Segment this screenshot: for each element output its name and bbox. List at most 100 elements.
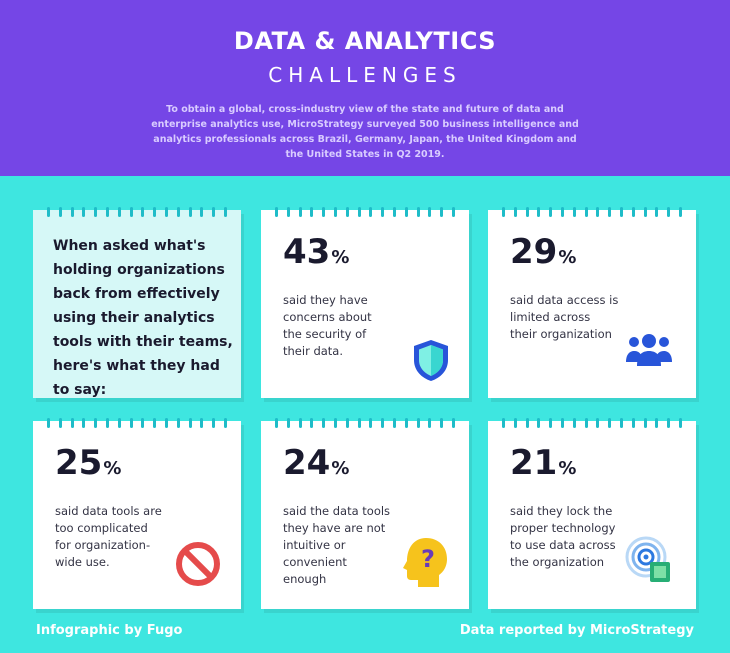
notepad-rings	[47, 418, 227, 430]
notepad-ring	[286, 207, 290, 217]
notepad-ring	[47, 418, 50, 428]
notepad-ring	[596, 418, 600, 428]
stat-percentage: 24%	[283, 443, 350, 483]
notepad-ring	[416, 418, 420, 428]
notepad-ring	[404, 418, 408, 428]
notepad-ring	[572, 418, 576, 428]
notepad-ring	[619, 418, 623, 428]
notepad-ring	[70, 207, 74, 217]
notepad-ring	[619, 207, 623, 217]
notepad-ring	[117, 207, 121, 217]
notepad-ring	[212, 207, 216, 217]
notepad-ring	[129, 207, 133, 217]
notepad-ring	[345, 418, 349, 428]
notepad-ring	[164, 207, 168, 217]
notepad-ring	[369, 418, 373, 428]
notepad-ring	[176, 207, 180, 217]
notepad-rings	[502, 418, 682, 430]
notepad-ring	[176, 418, 180, 428]
notepad-ring	[608, 207, 612, 217]
notepad-ring	[141, 207, 145, 217]
page-subtitle: CHALLENGES	[268, 63, 462, 87]
notepad-rings	[502, 207, 682, 219]
notepad-ring	[200, 418, 204, 428]
stat-percentage: 29%	[510, 232, 577, 272]
stat-description: said data tools are too complicated for …	[55, 504, 162, 569]
notepad-ring	[164, 418, 168, 428]
notepad-ring	[345, 207, 349, 217]
notepad-ring	[596, 207, 600, 217]
stat-percentage: 21%	[510, 443, 577, 483]
notepad-ring	[357, 418, 361, 428]
stat-description: said they have concerns about the securi…	[283, 293, 372, 358]
notepad-ring	[153, 207, 157, 217]
notepad-ring	[223, 207, 227, 217]
notepad-ring	[537, 207, 541, 217]
notepad-rings	[275, 207, 455, 219]
notepad-ring	[129, 418, 133, 428]
intro-paragraph: To obtain a global, cross-industry view …	[151, 104, 579, 160]
stat-card: 29% said data access is limited across t…	[488, 207, 696, 398]
notepad-ring	[631, 418, 635, 428]
notepad-ring	[188, 207, 192, 217]
users-icon	[625, 332, 673, 372]
stat-card: 43% said they have concerns about the se…	[261, 207, 469, 398]
notepad-ring	[428, 207, 432, 217]
notepad-ring	[275, 207, 278, 217]
notepad-ring	[381, 207, 385, 217]
notepad-ring	[58, 418, 62, 428]
notepad-ring	[416, 207, 420, 217]
notepad-ring	[392, 418, 396, 428]
notepad-ring	[678, 418, 682, 428]
stat-description: said data access is limited across their…	[510, 293, 619, 341]
notepad-ring	[322, 418, 326, 428]
notepad-ring	[404, 207, 408, 217]
notepad-ring	[549, 207, 553, 217]
notepad-ring	[357, 207, 361, 217]
notepad-ring	[513, 418, 517, 428]
notepad-ring	[141, 418, 145, 428]
notepad-ring	[369, 207, 373, 217]
signal-chip-icon	[624, 535, 676, 591]
notepad-ring	[513, 207, 517, 217]
notepad-ring	[381, 418, 385, 428]
header-banner: DATA & ANALYTICS CHALLENGES To obtain a …	[0, 0, 730, 176]
notepad-ring	[223, 418, 227, 428]
notepad-ring	[188, 418, 192, 428]
notepad-ring	[298, 418, 302, 428]
notepad-ring	[451, 207, 455, 217]
footer-credit-right: Data reported by MicroStrategy	[459, 623, 694, 638]
notepad-ring	[105, 207, 109, 217]
stat-percentage: 25%	[55, 443, 122, 483]
notepad-ring	[105, 418, 109, 428]
footer-credit-left: Infographic by Fugo	[36, 623, 183, 638]
notepad-ring	[47, 207, 50, 217]
notepad-ring	[678, 207, 682, 217]
notepad-ring	[212, 418, 216, 428]
notepad-ring	[153, 418, 157, 428]
notepad-ring	[537, 418, 541, 428]
notepad-ring	[333, 207, 337, 217]
notepad-ring	[298, 207, 302, 217]
notepad-ring	[667, 418, 671, 428]
lead-question-text: When asked what's holding organizations …	[53, 238, 233, 398]
prohibited-icon	[175, 541, 221, 591]
notepad-rings	[275, 418, 455, 430]
notepad-ring	[117, 418, 121, 428]
notepad-ring	[94, 418, 98, 428]
stat-card: 21% said they lock the proper technology…	[488, 418, 696, 609]
notepad-ring	[451, 418, 455, 428]
notepad-ring	[502, 418, 505, 428]
confused-head-icon: ?	[401, 535, 451, 593]
notepad-ring	[286, 418, 290, 428]
page-title: DATA & ANALYTICS	[233, 27, 497, 55]
notepad-ring	[584, 418, 588, 428]
notepad-ring	[608, 418, 612, 428]
notepad-ring	[310, 207, 314, 217]
notepad-ring	[58, 207, 62, 217]
notepad-ring	[643, 207, 647, 217]
notepad-ring	[333, 418, 337, 428]
notepad-ring	[667, 207, 671, 217]
stat-card: 24% said the data tools they have are no…	[261, 418, 469, 609]
shield-icon	[411, 338, 451, 386]
